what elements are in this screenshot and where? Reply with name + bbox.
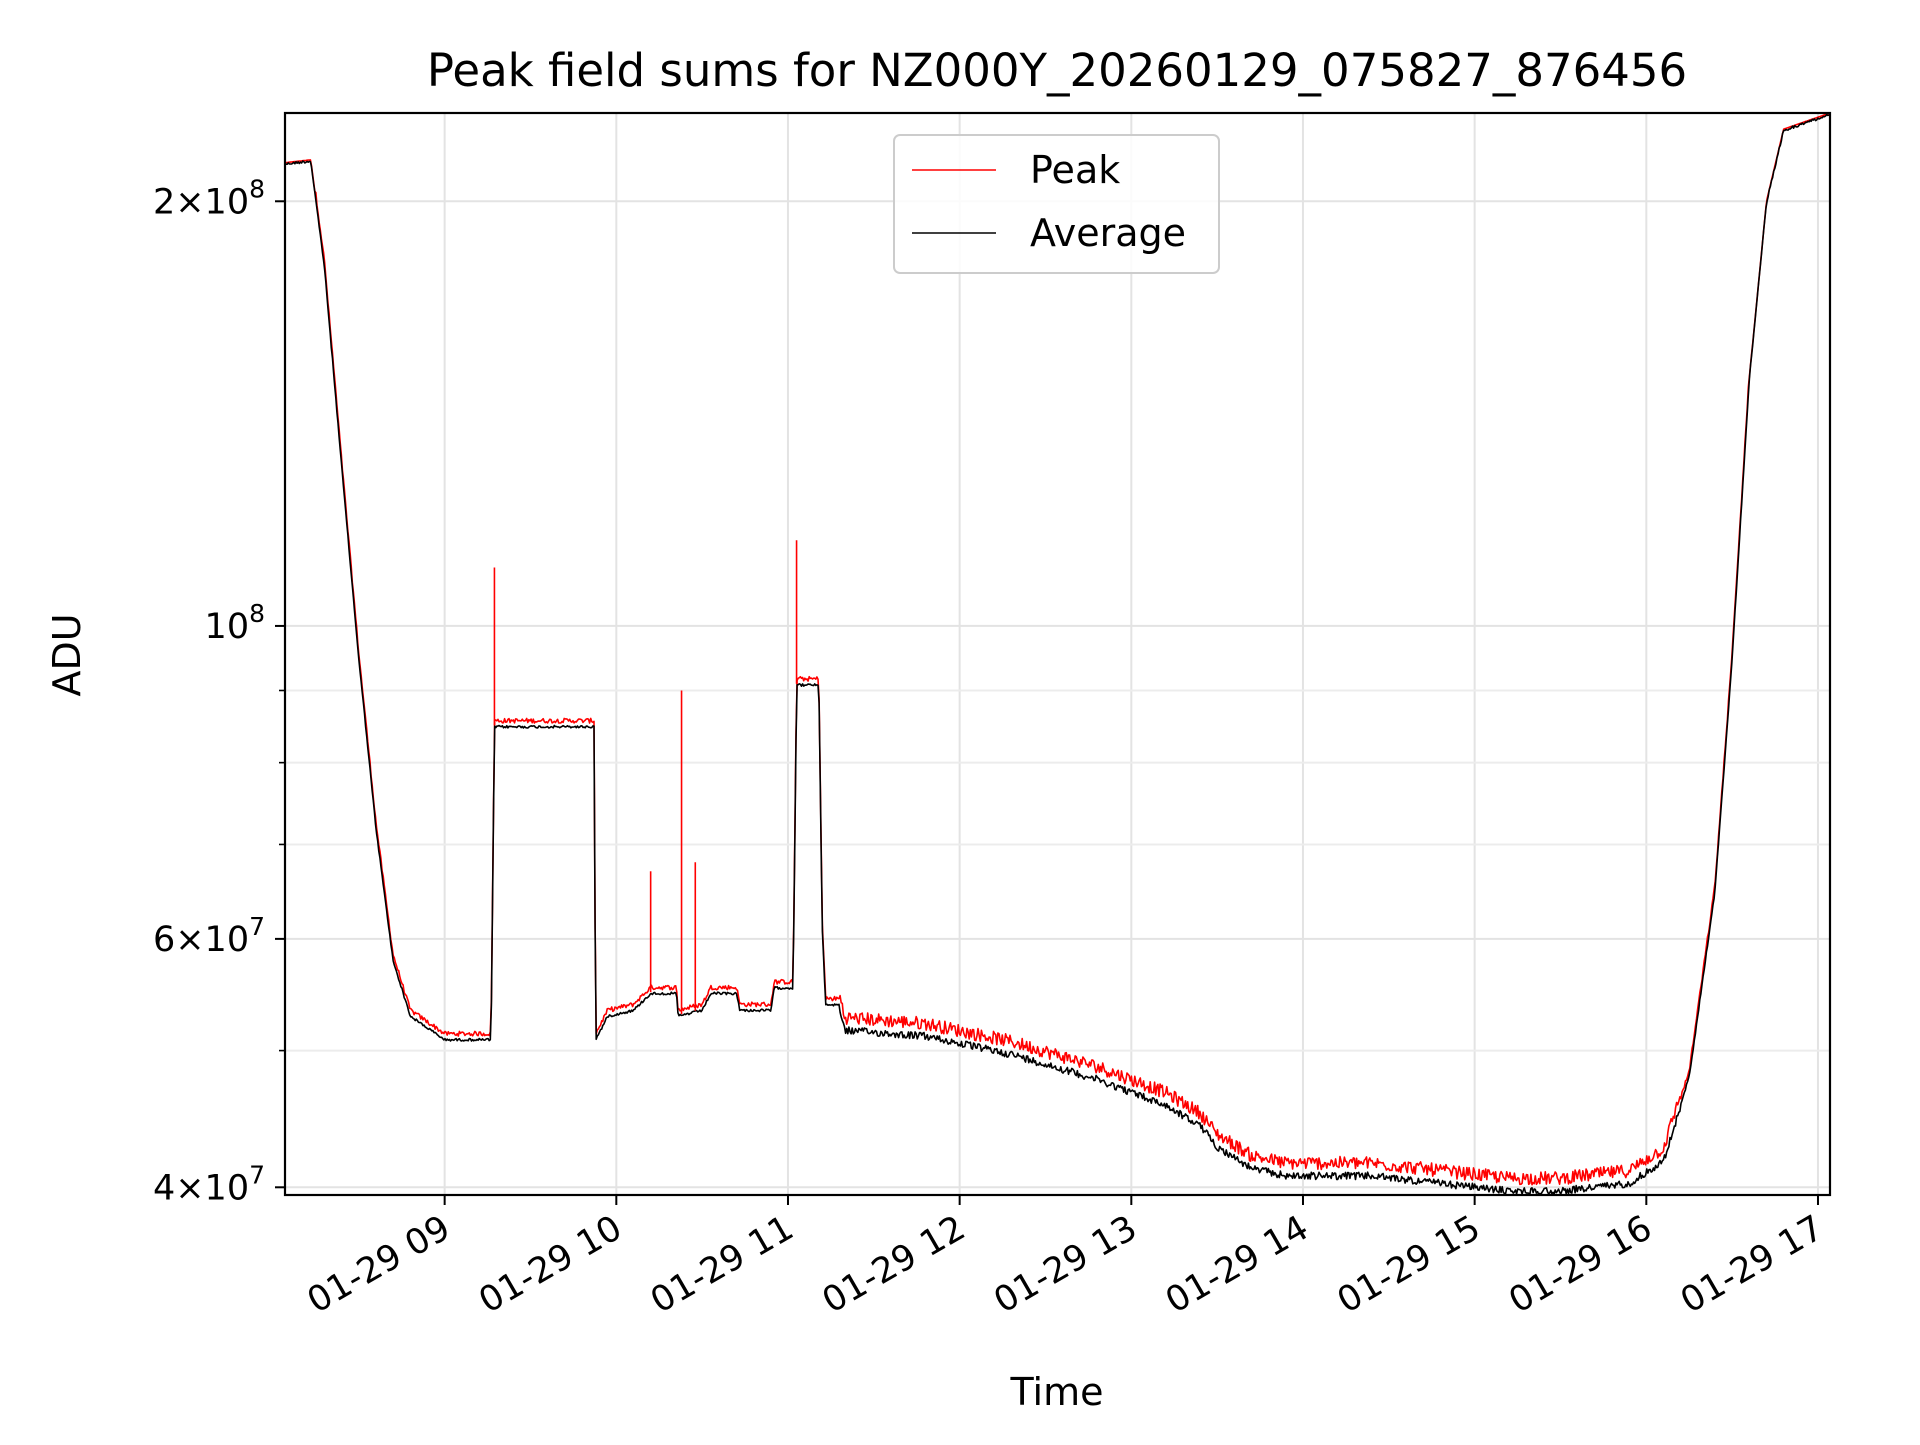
y-tick-label: 2×108	[153, 174, 265, 222]
series-average-line	[284, 113, 1831, 1196]
y-tick-base: 10	[205, 1168, 250, 1208]
legend: Peak Average	[893, 134, 1220, 274]
series-peak-line	[284, 112, 1831, 1186]
series-layer	[284, 112, 1831, 1196]
y-tick-exponent: 7	[249, 912, 265, 941]
y-tick-label: 108	[205, 599, 265, 647]
y-tick-exponent: 7	[249, 1160, 265, 1189]
legend-peak-label: Peak	[1030, 148, 1120, 192]
y-axis-label: ADU	[45, 613, 89, 696]
legend-average-label: Average	[1030, 211, 1186, 255]
y-tick-exponent: 8	[249, 599, 265, 628]
y-tick-mantissa: 2×	[153, 182, 205, 222]
y-tick-base: 10	[205, 182, 250, 222]
y-tick-exponent: 8	[249, 174, 265, 203]
y-tick-mantissa: 6×	[153, 920, 205, 960]
y-tick-base: 10	[205, 920, 250, 960]
plot-frame	[283, 111, 1832, 1197]
y-tick-base: 10	[205, 607, 250, 647]
x-axis-label: Time	[1010, 1370, 1104, 1414]
y-tick-label: 4×107	[153, 1160, 265, 1208]
y-tick-label: 6×107	[153, 912, 265, 960]
chart-title: Peak field sums for NZ000Y_20260129_0758…	[427, 44, 1687, 97]
y-tick-mantissa: 4×	[153, 1168, 205, 1208]
